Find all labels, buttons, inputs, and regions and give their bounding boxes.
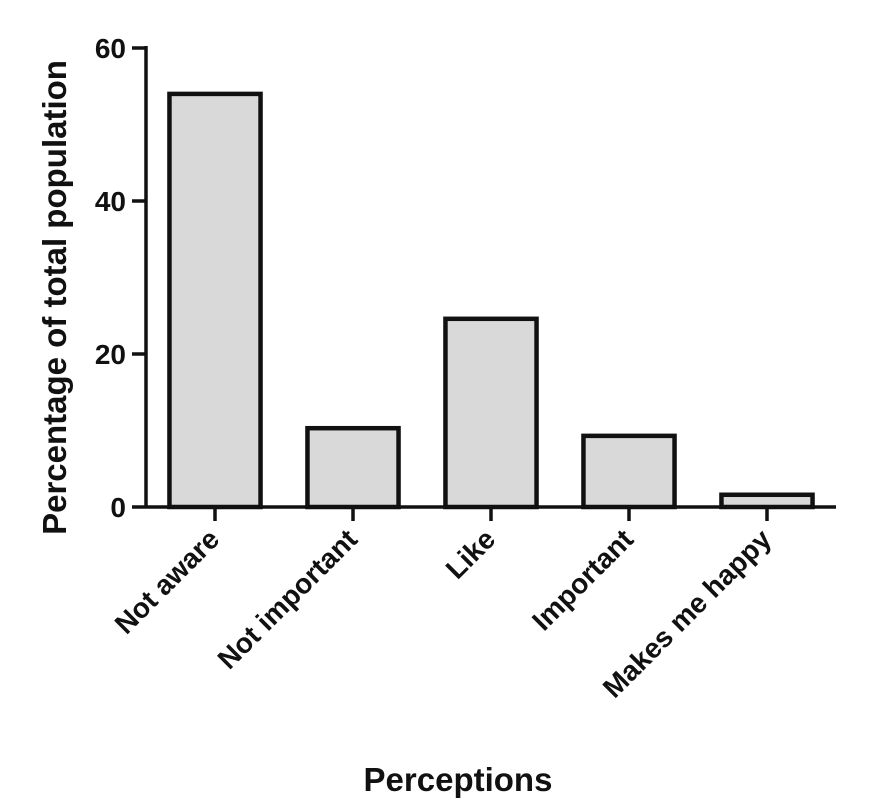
x-axis-title: Perceptions	[364, 761, 553, 798]
bars-group	[167, 91, 815, 510]
bar	[719, 492, 815, 510]
y-tick-label: 40	[95, 186, 126, 217]
x-tick-label: Important	[526, 523, 639, 636]
bar	[443, 316, 539, 510]
y-ticks-group: 0 20 40 60	[95, 33, 146, 523]
y-tick-label: 0	[110, 492, 126, 523]
bar	[305, 425, 401, 510]
x-tick-label: Like	[440, 523, 502, 585]
bar	[167, 91, 263, 510]
y-tick-label: 60	[95, 33, 126, 64]
x-tick-label: Not aware	[109, 523, 226, 640]
x-tick-label: Not important	[212, 523, 364, 675]
y-axis-title: Percentage of total population	[36, 60, 73, 535]
bar	[581, 433, 677, 510]
y-tick-label: 20	[95, 339, 126, 370]
